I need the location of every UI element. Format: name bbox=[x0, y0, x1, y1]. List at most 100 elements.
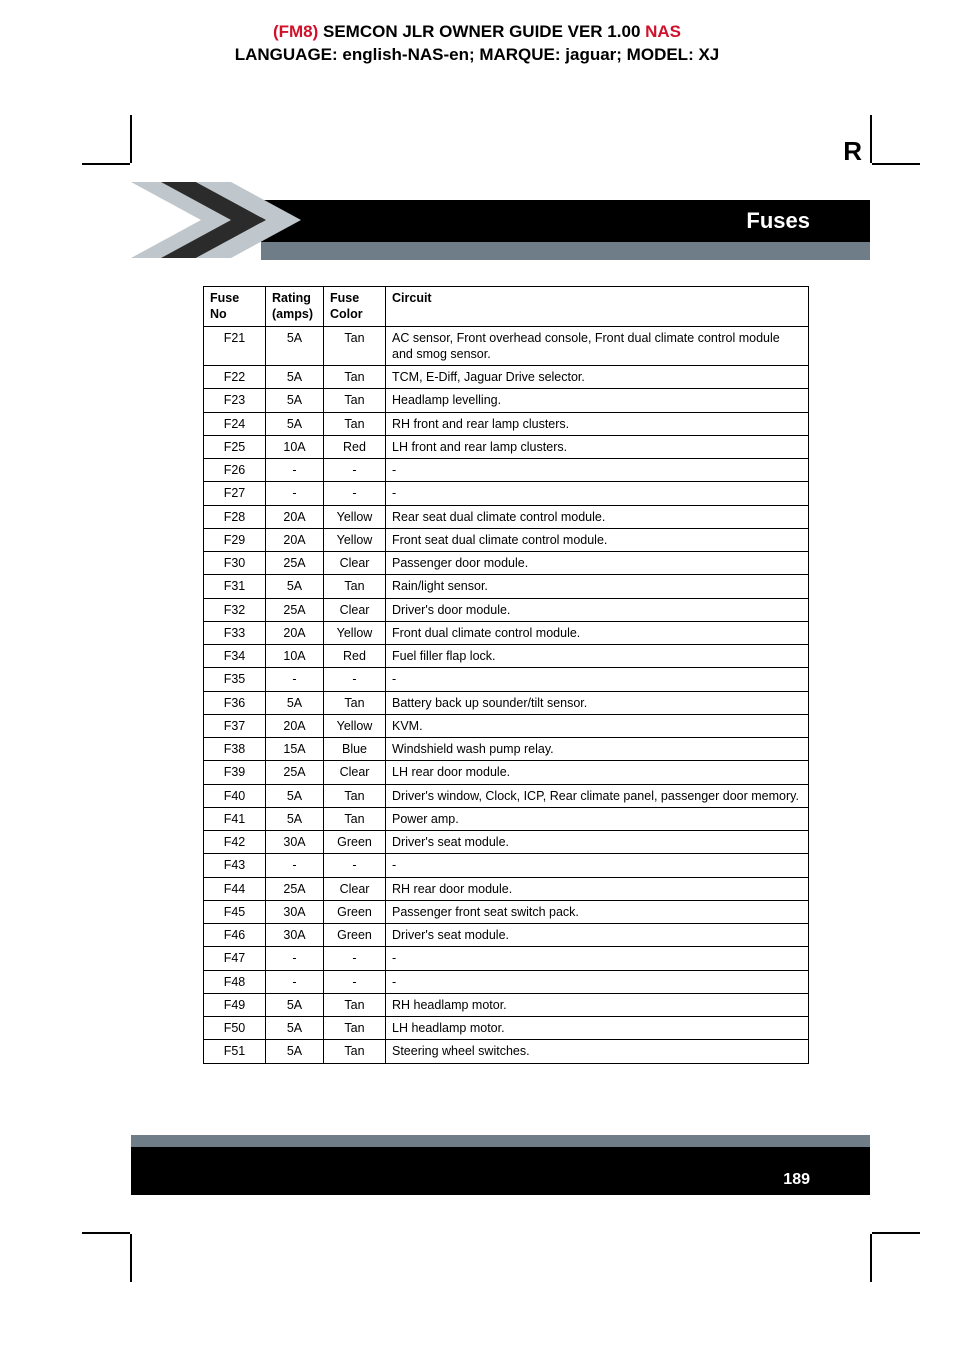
cell-circuit: RH headlamp motor. bbox=[386, 993, 809, 1016]
cell-circuit: - bbox=[386, 482, 809, 505]
cell-fuse-no: F23 bbox=[204, 389, 266, 412]
crop-mark bbox=[872, 1232, 920, 1234]
page: (FM8) SEMCON JLR OWNER GUIDE VER 1.00 NA… bbox=[0, 0, 954, 1350]
cell-fuse-no: F33 bbox=[204, 621, 266, 644]
cell-fuse-no: F28 bbox=[204, 505, 266, 528]
cell-circuit: Windshield wash pump relay. bbox=[386, 738, 809, 761]
cell-rating: - bbox=[266, 854, 324, 877]
cell-rating: 20A bbox=[266, 714, 324, 737]
table-row: F3925AClearLH rear door module. bbox=[204, 761, 809, 784]
table-row: F4630AGreenDriver's seat module. bbox=[204, 924, 809, 947]
cell-rating: 5A bbox=[266, 807, 324, 830]
header-prefix: (FM8) bbox=[273, 22, 318, 41]
header-line-2: LANGUAGE: english-NAS-en; MARQUE: jaguar… bbox=[0, 45, 954, 65]
cell-circuit: Driver's door module. bbox=[386, 598, 809, 621]
cell-color: Tan bbox=[324, 807, 386, 830]
cell-rating: 25A bbox=[266, 598, 324, 621]
cell-fuse-no: F45 bbox=[204, 900, 266, 923]
cell-rating: - bbox=[266, 947, 324, 970]
crop-mark bbox=[870, 1234, 872, 1282]
cell-rating: 25A bbox=[266, 877, 324, 900]
cell-rating: 5A bbox=[266, 784, 324, 807]
table-row: F3720AYellowKVM. bbox=[204, 714, 809, 737]
cell-rating: 5A bbox=[266, 389, 324, 412]
col-fuse-no: Fuse No bbox=[204, 287, 266, 327]
table-row: F505ATanLH headlamp motor. bbox=[204, 1017, 809, 1040]
cell-fuse-no: F51 bbox=[204, 1040, 266, 1063]
crop-mark bbox=[870, 115, 872, 163]
cell-circuit: Rain/light sensor. bbox=[386, 575, 809, 598]
cell-circuit: LH headlamp motor. bbox=[386, 1017, 809, 1040]
cell-color: - bbox=[324, 668, 386, 691]
document-header: (FM8) SEMCON JLR OWNER GUIDE VER 1.00 NA… bbox=[0, 22, 954, 65]
cell-fuse-no: F30 bbox=[204, 552, 266, 575]
cell-fuse-no: F22 bbox=[204, 366, 266, 389]
cell-rating: 5A bbox=[266, 326, 324, 366]
cell-color: Red bbox=[324, 645, 386, 668]
cell-circuit: LH front and rear lamp clusters. bbox=[386, 435, 809, 458]
cell-fuse-no: F26 bbox=[204, 459, 266, 482]
cell-rating: 25A bbox=[266, 552, 324, 575]
table-row: F245ATanRH front and rear lamp clusters. bbox=[204, 412, 809, 435]
table-row: F3410ARedFuel filler flap lock. bbox=[204, 645, 809, 668]
table-row: F235ATanHeadlamp levelling. bbox=[204, 389, 809, 412]
cell-color: - bbox=[324, 947, 386, 970]
cell-color: Tan bbox=[324, 366, 386, 389]
page-number: 189 bbox=[783, 1171, 810, 1189]
cell-rating: 20A bbox=[266, 621, 324, 644]
crop-mark bbox=[82, 163, 130, 165]
table-row: F26--- bbox=[204, 459, 809, 482]
cell-color: Yellow bbox=[324, 528, 386, 551]
cell-fuse-no: F42 bbox=[204, 831, 266, 854]
cell-rating: - bbox=[266, 482, 324, 505]
cell-color: - bbox=[324, 970, 386, 993]
table-row: F365ATanBattery back up sounder/tilt sen… bbox=[204, 691, 809, 714]
cell-rating: 5A bbox=[266, 691, 324, 714]
cell-fuse-no: F37 bbox=[204, 714, 266, 737]
cell-rating: 20A bbox=[266, 528, 324, 551]
cell-circuit: Battery back up sounder/tilt sensor. bbox=[386, 691, 809, 714]
header-title: SEMCON JLR OWNER GUIDE VER 1.00 bbox=[318, 22, 645, 41]
cell-color: Tan bbox=[324, 691, 386, 714]
cell-circuit: Fuel filler flap lock. bbox=[386, 645, 809, 668]
cell-fuse-no: F29 bbox=[204, 528, 266, 551]
cell-color: Clear bbox=[324, 552, 386, 575]
cell-fuse-no: F50 bbox=[204, 1017, 266, 1040]
fuse-table: Fuse No Rating (amps) Fuse Color Circuit… bbox=[203, 286, 809, 1064]
cell-color: Blue bbox=[324, 738, 386, 761]
cell-rating: 5A bbox=[266, 575, 324, 598]
cell-circuit: Passenger front seat switch pack. bbox=[386, 900, 809, 923]
cell-fuse-no: F40 bbox=[204, 784, 266, 807]
fuse-table-container: Fuse No Rating (amps) Fuse Color Circuit… bbox=[203, 286, 809, 1064]
cell-color: Tan bbox=[324, 1040, 386, 1063]
cell-fuse-no: F24 bbox=[204, 412, 266, 435]
header-suffix: NAS bbox=[645, 22, 681, 41]
cell-circuit: - bbox=[386, 970, 809, 993]
table-row: F48--- bbox=[204, 970, 809, 993]
cell-fuse-no: F27 bbox=[204, 482, 266, 505]
cell-color: Tan bbox=[324, 412, 386, 435]
cell-rating: - bbox=[266, 459, 324, 482]
cell-circuit: RH rear door module. bbox=[386, 877, 809, 900]
table-row: F405ATanDriver's window, Clock, ICP, Rea… bbox=[204, 784, 809, 807]
table-row: F225ATanTCM, E-Diff, Jaguar Drive select… bbox=[204, 366, 809, 389]
table-row: F4425AClearRH rear door module. bbox=[204, 877, 809, 900]
crop-mark bbox=[130, 1234, 132, 1282]
cell-rating: 30A bbox=[266, 831, 324, 854]
cell-rating: 5A bbox=[266, 366, 324, 389]
cell-fuse-no: F49 bbox=[204, 993, 266, 1016]
table-row: F4230AGreenDriver's seat module. bbox=[204, 831, 809, 854]
cell-color: Red bbox=[324, 435, 386, 458]
cell-circuit: Power amp. bbox=[386, 807, 809, 830]
table-row: F3025AClearPassenger door module. bbox=[204, 552, 809, 575]
cell-fuse-no: F47 bbox=[204, 947, 266, 970]
cell-color: - bbox=[324, 854, 386, 877]
cell-fuse-no: F35 bbox=[204, 668, 266, 691]
table-row: F495ATanRH headlamp motor. bbox=[204, 993, 809, 1016]
section-banner: Fuses bbox=[131, 190, 870, 260]
cell-rating: - bbox=[266, 668, 324, 691]
cell-rating: 5A bbox=[266, 1017, 324, 1040]
cell-circuit: Front dual climate control module. bbox=[386, 621, 809, 644]
cell-circuit: Front seat dual climate control module. bbox=[386, 528, 809, 551]
footer-bar: 189 bbox=[131, 1135, 870, 1195]
